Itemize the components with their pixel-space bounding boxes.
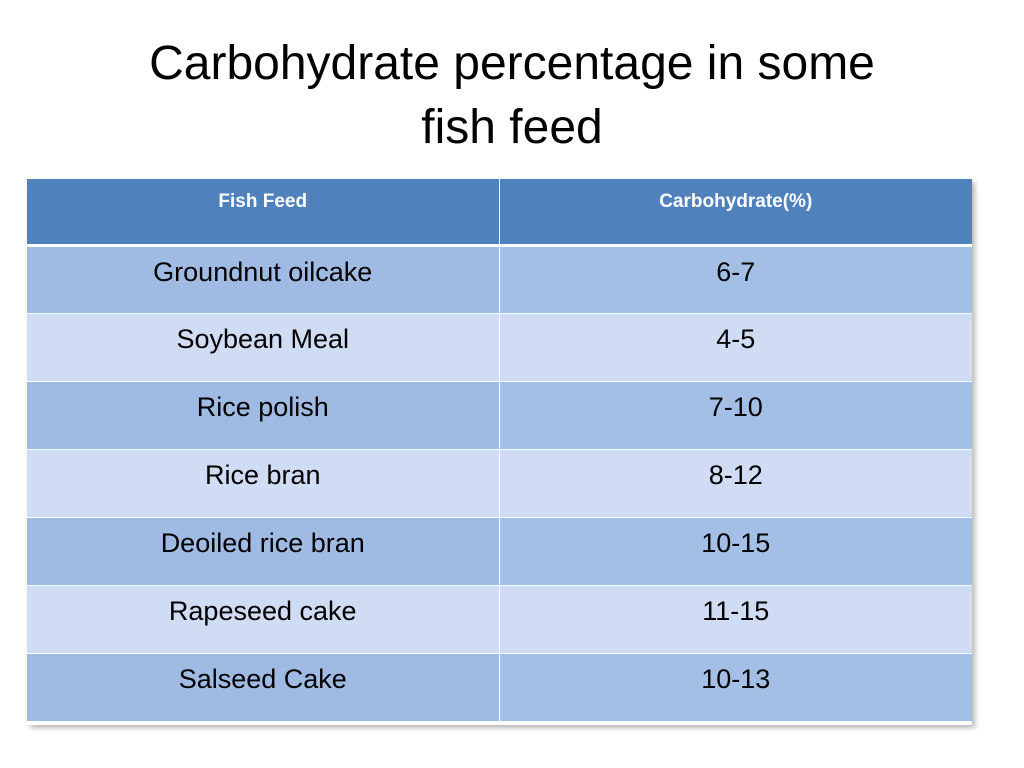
table-row: Soybean Meal 4-5 <box>27 313 972 382</box>
feed-table: Fish Feed Carbohydrate(%) Groundnut oilc… <box>27 179 972 722</box>
table-row: Rice polish 7-10 <box>27 381 972 450</box>
cell-feed-name: Deoiled rice bran <box>27 517 500 586</box>
feed-table-container: Fish Feed Carbohydrate(%) Groundnut oilc… <box>27 179 972 725</box>
table-row: Salseed Cake 10-13 <box>27 653 972 722</box>
cell-carbohydrate: 6-7 <box>499 245 972 314</box>
cell-carbohydrate: 10-15 <box>499 517 972 586</box>
header-carbohydrate: Carbohydrate(%) <box>499 179 972 247</box>
header-fish-feed: Fish Feed <box>27 179 500 247</box>
cell-carbohydrate: 8-12 <box>499 449 972 518</box>
table-row: Deoiled rice bran 10-15 <box>27 517 972 586</box>
table-header-row: Fish Feed Carbohydrate(%) <box>27 179 972 247</box>
table-row: Groundnut oilcake 6-7 <box>27 245 972 314</box>
slide-title-line-1: Carbohydrate percentage in some <box>149 37 875 90</box>
cell-carbohydrate: 11-15 <box>499 585 972 654</box>
table-row: Rapeseed cake 11-15 <box>27 585 972 654</box>
slide-title: Carbohydrate percentage in some fish fee… <box>0 32 1024 160</box>
cell-carbohydrate: 4-5 <box>499 313 972 382</box>
cell-carbohydrate: 10-13 <box>499 653 972 722</box>
cell-carbohydrate: 7-10 <box>499 381 972 450</box>
cell-feed-name: Rapeseed cake <box>27 585 500 654</box>
cell-feed-name: Groundnut oilcake <box>27 245 500 314</box>
slide-title-line-2: fish feed <box>421 101 603 154</box>
cell-feed-name: Salseed Cake <box>27 653 500 722</box>
cell-feed-name: Rice bran <box>27 449 500 518</box>
table-row: Rice bran 8-12 <box>27 449 972 518</box>
cell-feed-name: Rice polish <box>27 381 500 450</box>
cell-feed-name: Soybean Meal <box>27 313 500 382</box>
